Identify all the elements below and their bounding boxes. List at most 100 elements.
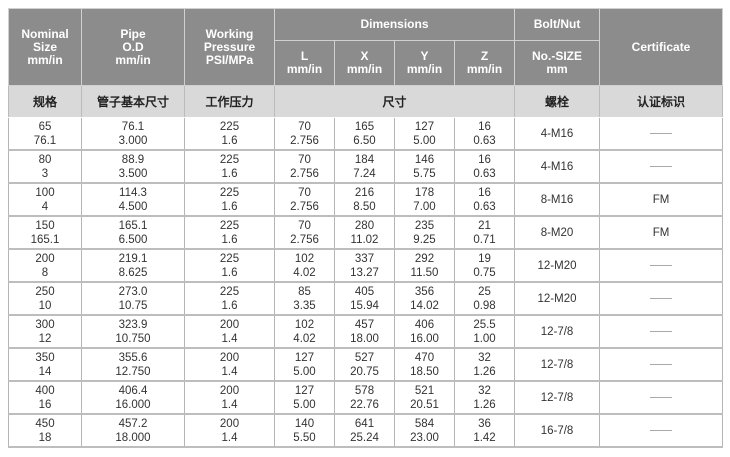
cell-od: 406.4 16.000 [81,380,185,415]
cell-value: 8 [41,266,49,279]
cn-bolt: 螺栓 [514,85,601,118]
cell-bolt: 12-M20 [514,248,601,283]
cell-value: 4.02 [293,266,316,279]
cn-nominal: 规格 [8,85,82,118]
cell-value: 32 [478,351,491,364]
dash-mark [650,264,673,266]
cell-x: 527 20.75 [334,347,395,382]
cell-x: 184 7.24 [334,149,395,184]
cell-value: 10.750 [115,332,151,345]
cell-value: 3.500 [118,167,148,180]
cell-z: 16 0.63 [453,117,516,151]
cell-bolt: 12-7/8 [514,314,601,349]
cell-value: 85 [298,285,311,298]
cell-value: 76.1 [33,134,57,147]
cell-bolt: 12-M20 [514,281,601,316]
cell-value: 6.50 [353,134,376,147]
cell-p: 225 1.6 [184,248,275,283]
header-dimensions: Dimensions [273,8,516,41]
cell-value: 13.27 [350,266,379,279]
cell-value: 250 [35,285,55,298]
cell-certificate [599,248,724,283]
dash-mark [650,132,673,134]
cell-bolt: 12-7/8 [514,347,601,382]
cn-pressure: 工作压力 [184,85,275,118]
cell-value: 8.50 [353,200,376,213]
dash-mark [650,429,673,431]
cell-value: 184 [354,153,375,166]
header-nominal-size: Nominal Size mm/in [8,8,82,86]
cell-value: 200 [219,318,240,331]
cell-value: 165.1 [30,233,60,246]
cell-value: 20.75 [350,365,379,378]
cell-z: 16 0.63 [453,149,516,184]
cell-value: 225 [219,252,240,265]
cell-value: 0.75 [473,266,496,279]
cell-value: 19 [478,252,491,265]
cell-value: 36 [478,417,491,430]
cell-size: 80 3 [8,149,82,184]
cell-value: 165.1 [118,219,148,232]
cell-z: 32 1.26 [453,380,516,415]
header-certificate: Certificate [599,8,724,86]
dash-mark [650,330,673,332]
table-row: 300 12 323.9 10.750 200 1.4 102 4.02 457 18.00 406… [8,314,724,349]
cell-value: 406 [414,318,435,331]
dash-mark [650,165,673,167]
cell-z: 36 1.42 [453,413,516,448]
cell-bolt: 8-M20 [514,215,601,250]
cell-bolt: 16-7/8 [514,413,601,448]
cell-certificate [599,314,724,349]
table-row: 250 10 273.0 10.75 225 1.6 85 3.35 405 15.94 356 14… [8,281,724,316]
cell-z: 21 0.71 [453,215,516,250]
cell-l: 127 5.00 [274,380,335,415]
cell-value: 1.6 [221,299,238,312]
cell-certificate [599,347,724,382]
cell-value: 280 [354,219,375,232]
cell-value: 16 [38,398,52,411]
cell-value: 3 [41,167,49,180]
cell-value: 10 [38,299,52,312]
cell-value: 5.50 [293,431,316,444]
dash-mark [650,297,673,299]
cell-z: 32 1.26 [453,347,516,382]
cell-size: 250 10 [8,281,82,316]
cell-value: 32 [478,384,491,397]
cell-l: 70 2.756 [274,117,335,151]
cell-l: 140 5.50 [274,413,335,448]
cell-value: 102 [294,318,315,331]
cell-value: 0.63 [473,200,496,213]
cell-od: 323.9 10.750 [81,314,185,349]
cell-value: 219.1 [118,252,148,265]
cell-value: 1.6 [221,233,238,246]
cell-p: 200 1.4 [184,380,275,415]
header-working-pressure: Working Pressure PSI/MPa [184,8,275,86]
header-bolt-size: No.-SIZE mm [514,40,601,86]
cell-value: 18.00 [350,332,379,345]
cell-y: 235 9.25 [394,215,455,250]
cell-value: 200 [219,417,240,430]
cell-value: 23.00 [410,431,439,444]
cell-x: 337 13.27 [334,248,395,283]
cell-certificate [599,380,724,415]
cell-value: 25 [478,285,491,298]
cell-value: 4 [41,200,49,213]
table-row: 150 165.1 165.1 6.500 225 1.6 70 2.756 280 11.02 2… [8,215,724,250]
cell-od: 219.1 8.625 [81,248,185,283]
cell-value: 18 [38,431,52,444]
cell-value: 641 [354,417,375,430]
cell-value: 0.63 [473,134,496,147]
cell-l: 70 2.756 [274,149,335,184]
cell-value: 225 [219,186,240,199]
cell-size: 300 12 [8,314,82,349]
cell-od: 457.2 18.000 [81,413,185,448]
cell-value: 527 [354,351,375,364]
cell-value: 14.02 [410,299,439,312]
cell-y: 292 11.50 [394,248,455,283]
cell-od: 355.6 12.750 [81,347,185,382]
cell-value: 457.2 [118,417,148,430]
cell-value: 21 [478,219,491,232]
